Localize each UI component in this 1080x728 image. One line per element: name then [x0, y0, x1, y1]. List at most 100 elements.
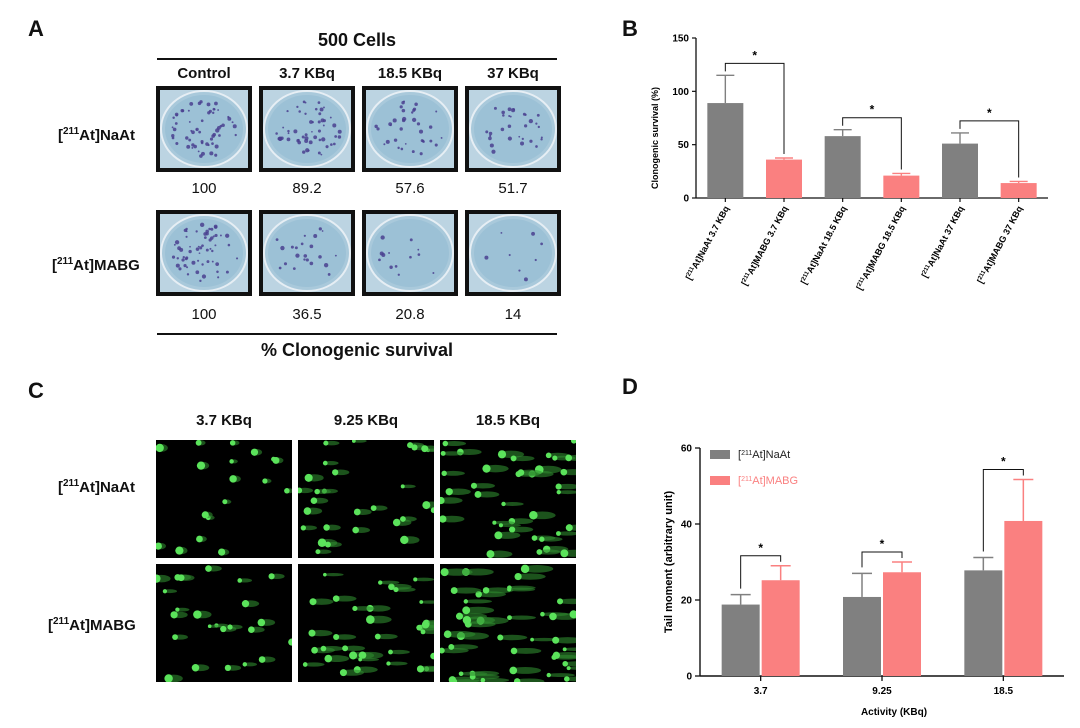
comet-head [352, 605, 358, 612]
comet-head [443, 630, 452, 639]
colony [380, 235, 385, 240]
y-tick-label: 40 [681, 520, 693, 531]
colony [417, 253, 421, 256]
comet-head [315, 549, 321, 555]
colony [216, 270, 219, 274]
colony [429, 139, 433, 143]
panel-c-row-label-mabg: [211At]MABG [48, 616, 136, 634]
comet-head [378, 580, 383, 585]
comet-head [314, 488, 320, 495]
comet-head [497, 450, 507, 459]
comet-tail [501, 502, 524, 506]
colony [185, 235, 188, 238]
colony [313, 135, 318, 140]
comet-head [309, 598, 317, 606]
comet-tail [539, 536, 563, 542]
colony [313, 234, 318, 238]
colony [508, 253, 511, 257]
bar [761, 580, 800, 676]
dish-graphic [469, 214, 557, 292]
colony [535, 122, 538, 125]
colony [416, 122, 421, 126]
comet-head [501, 501, 506, 507]
comet-tail [386, 661, 408, 666]
colony [529, 139, 533, 143]
comet-head [416, 624, 423, 631]
colony [185, 136, 189, 140]
colony [191, 146, 194, 149]
comet-tail [333, 634, 357, 640]
comet-tail [320, 646, 344, 652]
colony [209, 247, 212, 250]
colony-dish [362, 86, 458, 172]
comet-head [323, 572, 327, 577]
colony [388, 251, 391, 254]
colony [432, 272, 435, 275]
colony [400, 147, 404, 151]
colony [309, 120, 313, 124]
colony [188, 138, 192, 142]
panel-a-bottom-rule [157, 333, 557, 335]
comet-head [482, 464, 491, 473]
comet-head [565, 524, 573, 532]
comet-head [323, 440, 329, 446]
x-tick-label: [211At]NaAt 18.5 KBq [799, 204, 849, 286]
colony [502, 114, 505, 117]
colony [197, 150, 200, 153]
colony [211, 142, 214, 145]
comet-head [440, 647, 445, 654]
colony [172, 127, 177, 132]
colony [219, 234, 222, 237]
colony [190, 129, 193, 132]
comet-head [440, 515, 447, 523]
comet-head [300, 525, 306, 531]
comet-graphic [440, 564, 576, 682]
comet-head [366, 615, 375, 624]
comet-head [193, 610, 202, 619]
comet-head [172, 634, 178, 640]
dish-graphic [366, 90, 454, 168]
comet-head [566, 666, 571, 671]
comet-head [224, 664, 232, 672]
comet-tail [509, 666, 542, 674]
colony-dish [362, 210, 458, 296]
significance-bracket [861, 551, 903, 568]
colony [189, 245, 191, 248]
comet-head [310, 497, 318, 504]
colony [507, 124, 512, 129]
y-tick-label: 0 [683, 194, 689, 205]
colony [211, 260, 214, 263]
comet-head [445, 488, 453, 496]
comet-head [458, 671, 464, 677]
comet-head [324, 654, 333, 663]
colony [305, 258, 309, 262]
dish-medium [474, 219, 552, 287]
colony [317, 120, 321, 124]
comet-head [227, 624, 233, 630]
comet-tail [323, 573, 344, 577]
comet-head [248, 626, 255, 633]
comet-head [486, 550, 495, 558]
colony [317, 101, 321, 105]
colony [186, 266, 189, 269]
colony [379, 251, 384, 256]
significance-star: * [870, 103, 875, 117]
colony [518, 135, 521, 138]
comet-head [262, 478, 268, 484]
comet-tail [440, 497, 463, 504]
significance-star: * [1001, 455, 1006, 469]
colony [325, 145, 329, 149]
comet-head [388, 583, 395, 591]
colony [309, 244, 314, 249]
colony [225, 270, 229, 274]
colony [507, 136, 512, 141]
comet-head [416, 665, 425, 673]
comet-tail [463, 599, 493, 604]
colony [283, 262, 288, 266]
comet-head [268, 573, 275, 580]
comet-head [513, 678, 521, 682]
colony [508, 115, 511, 118]
x-tick-label: [211At]MABG 37 KBq [975, 204, 1024, 285]
colony [300, 242, 304, 246]
comet-head [570, 440, 576, 444]
